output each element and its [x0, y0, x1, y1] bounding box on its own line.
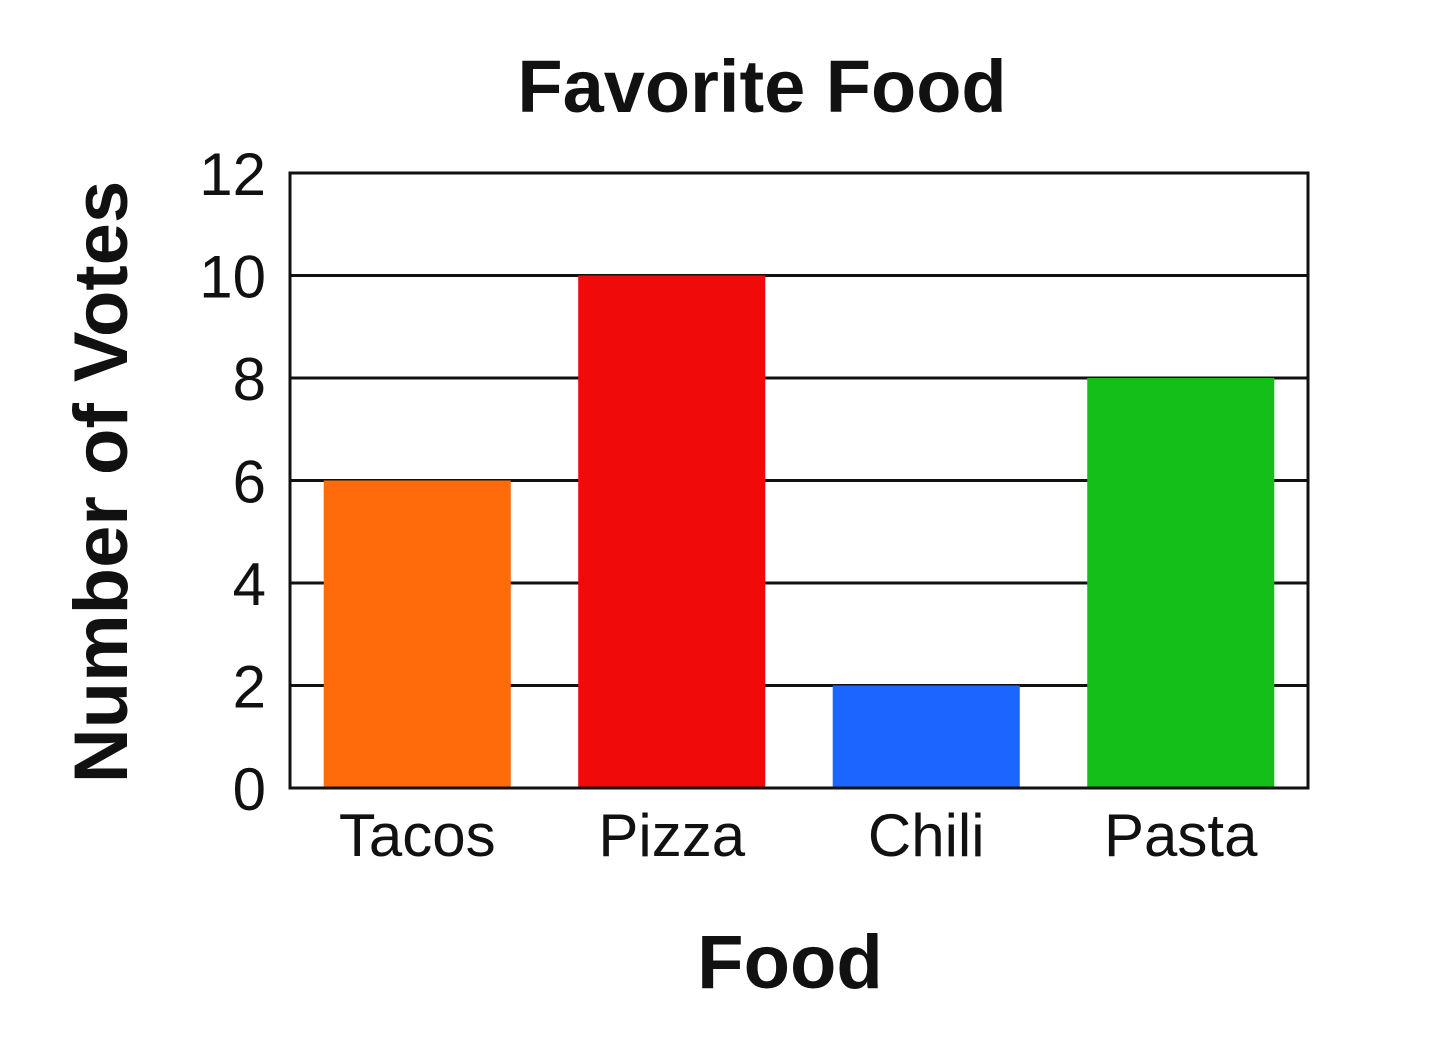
y-tick-label: 10: [199, 244, 266, 311]
bar-tacos: [323, 480, 511, 788]
bar-pizza: [578, 275, 766, 788]
x-tick-label: Tacos: [339, 802, 496, 869]
bars: [323, 275, 1275, 788]
y-tick-label: 2: [233, 654, 266, 721]
chart-title: Favorite Food: [517, 45, 1006, 128]
y-axis-label: Number of Votes: [59, 181, 144, 783]
y-tick-labels: 0 2 4 6 8 10 12: [199, 141, 266, 823]
bar-chili: [832, 685, 1020, 788]
y-tick-label: 0: [233, 756, 266, 823]
y-tick-label: 6: [233, 449, 266, 516]
x-tick-label: Pizza: [598, 802, 745, 869]
x-tick-labels: Tacos Pizza Chili Pasta: [339, 802, 1258, 869]
y-tick-label: 4: [233, 551, 266, 618]
x-tick-label: Pasta: [1104, 802, 1258, 869]
y-tick-label: 12: [199, 141, 266, 208]
y-tick-label: 8: [233, 346, 266, 413]
x-tick-label: Chili: [868, 802, 985, 869]
plot-frame: [288, 171, 1310, 790]
bar-pasta: [1087, 378, 1275, 788]
x-axis-label: Food: [697, 920, 883, 1005]
